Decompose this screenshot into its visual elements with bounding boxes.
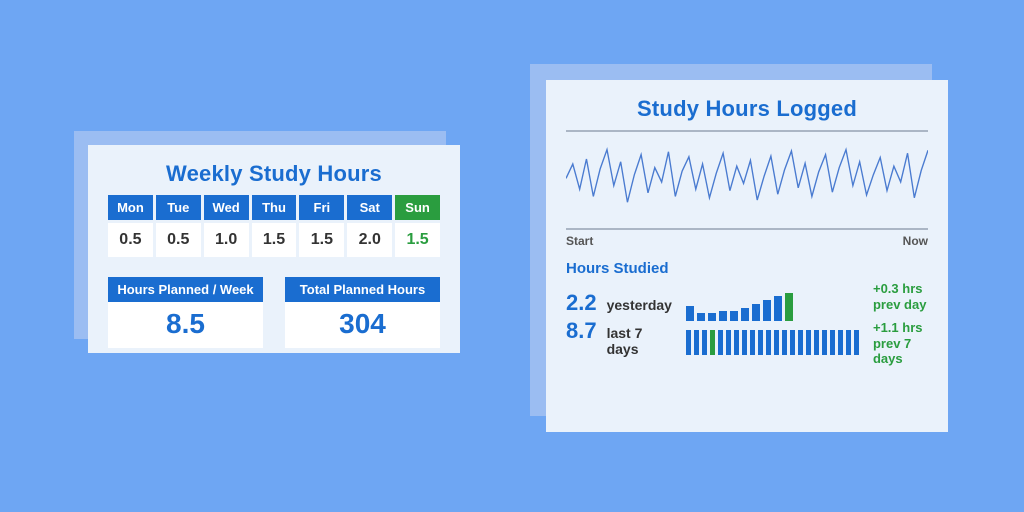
mini-bar: [718, 330, 723, 355]
weekly-day-col: Thu 1.5: [252, 195, 297, 257]
weekly-day-header: Wed: [204, 195, 249, 220]
weekly-day-header: Fri: [299, 195, 344, 220]
stat-box: Total Planned Hours304: [285, 277, 440, 348]
weekly-day-value: 1.5: [395, 223, 440, 257]
mini-bar: [719, 311, 727, 321]
mini-bar: [806, 330, 811, 355]
stat-value: 304: [285, 302, 440, 348]
sparkline-chart: [566, 142, 928, 222]
weekly-day-col: Sun 1.5: [395, 195, 440, 257]
axis-end-label: Now: [903, 234, 928, 248]
hours-studied-label: last 7 days: [607, 325, 672, 357]
mini-bar: [766, 330, 771, 355]
weekly-day-value: 0.5: [156, 223, 201, 257]
hours-studied-row: 8.7 last 7 days: [566, 318, 672, 357]
weekly-day-col: Wed 1.0: [204, 195, 249, 257]
mini-bar: [838, 330, 843, 355]
weekly-day-header: Thu: [252, 195, 297, 220]
stat-value: 8.5: [108, 302, 263, 348]
weekly-title: Weekly Study Hours: [108, 161, 440, 187]
mini-bar: [730, 311, 738, 321]
logged-card: Study Hours Logged Start Now Hours Studi…: [546, 80, 948, 432]
divider: [566, 130, 928, 132]
mini-charts: [686, 293, 859, 355]
mini-bar: [774, 330, 779, 355]
mini-bar: [774, 296, 782, 321]
axis-start-label: Start: [566, 234, 593, 248]
weekly-table: Mon0.5Tue0.5Wed1.0Thu1.5Fri1.5Sat2.0Sun1…: [108, 195, 440, 257]
mini-bar: [790, 330, 795, 355]
weekly-day-value: 1.5: [299, 223, 344, 257]
weekly-day-value: 2.0: [347, 223, 392, 257]
hours-studied-values: 2.2 yesterday 8.7 last 7 days: [566, 288, 672, 359]
stat-box: Hours Planned / Week8.5: [108, 277, 263, 348]
delta-column: +0.3 hrsprev day +1.1 hrsprev 7 days: [873, 281, 928, 367]
hours-studied-row: 2.2 yesterday: [566, 290, 672, 316]
mini-bar: [830, 330, 835, 355]
hours-studied-value: 8.7: [566, 318, 597, 344]
weekly-day-col: Fri 1.5: [299, 195, 344, 257]
weekly-day-header: Sun: [395, 195, 440, 220]
mini-bar: [814, 330, 819, 355]
hours-studied-title: Hours Studied: [566, 260, 928, 277]
mini-bar: [758, 330, 763, 355]
sparkline-axis: Start Now: [566, 228, 928, 248]
mini-chart-top: [686, 293, 859, 321]
mini-bar: [822, 330, 827, 355]
weekly-day-col: Sat 2.0: [347, 195, 392, 257]
weekly-day-value: 1.5: [252, 223, 297, 257]
mini-bar: [708, 313, 716, 321]
mini-bar: [785, 293, 793, 321]
mini-bar: [854, 330, 859, 355]
mini-chart-bottom: [686, 327, 859, 355]
mini-bar: [734, 330, 739, 355]
weekly-stats-row: Hours Planned / Week8.5 Total Planned Hou…: [108, 277, 440, 348]
weekly-day-col: Tue 0.5: [156, 195, 201, 257]
mini-bar: [846, 330, 851, 355]
mini-bar: [726, 330, 731, 355]
weekly-day-header: Tue: [156, 195, 201, 220]
mini-bar: [742, 330, 747, 355]
mini-bar: [686, 330, 691, 355]
weekly-day-header: Mon: [108, 195, 153, 220]
mini-bar: [702, 330, 707, 355]
mini-bar: [741, 308, 749, 321]
mini-bar: [710, 330, 715, 355]
mini-bar: [694, 330, 699, 355]
delta-text: +0.3 hrsprev day: [873, 281, 928, 312]
weekly-day-header: Sat: [347, 195, 392, 220]
mini-bar: [798, 330, 803, 355]
weekly-day-value: 0.5: [108, 223, 153, 257]
weekly-day-col: Mon 0.5: [108, 195, 153, 257]
weekly-day-value: 1.0: [204, 223, 249, 257]
mini-bar: [782, 330, 787, 355]
logged-title: Study Hours Logged: [566, 96, 928, 122]
delta-text: +1.1 hrsprev 7 days: [873, 320, 928, 367]
hours-studied-value: 2.2: [566, 290, 597, 316]
weekly-card: Weekly Study Hours Mon0.5Tue0.5Wed1.0Thu…: [88, 145, 460, 353]
hours-studied-label: yesterday: [607, 297, 672, 313]
hours-studied-grid: 2.2 yesterday 8.7 last 7 days +0.3 hrsprev …: [566, 281, 928, 367]
mini-bar: [697, 313, 705, 321]
stat-label: Hours Planned / Week: [108, 277, 263, 302]
mini-bar: [752, 304, 760, 321]
mini-bar: [686, 306, 694, 321]
stat-label: Total Planned Hours: [285, 277, 440, 302]
mini-bar: [750, 330, 755, 355]
mini-bar: [763, 300, 771, 321]
